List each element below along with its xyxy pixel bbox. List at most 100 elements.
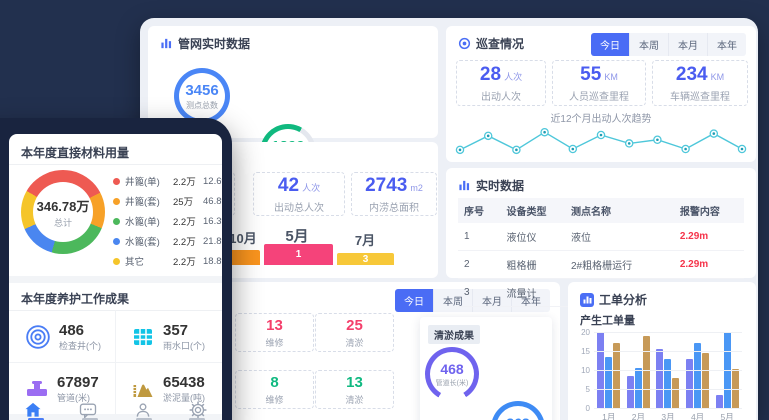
legend-name: 水篦(套) [125, 237, 160, 248]
material-total-value: 346.78万 [36, 198, 90, 214]
patrol-tabs: 今日 本周 本月 本年 [591, 33, 746, 56]
legend-dot [113, 177, 120, 185]
patrol-times-label: 出动人次 [481, 91, 521, 103]
stat-value: 486 [59, 322, 85, 339]
bar [694, 343, 702, 408]
rain-inlet-stat: 357 雨水口(个) [131, 322, 205, 352]
silt-pile-icon [133, 384, 153, 397]
dredge-done-value: 13 [346, 373, 363, 391]
repair-count-label: 维修 [265, 337, 284, 348]
tablet-nav-bar [9, 400, 222, 420]
legend-item: 水篦(套) 2.2万 21.8% [113, 234, 222, 248]
patrol-km-box: 55 KM 人员巡查里程 [552, 60, 646, 106]
chat-icon[interactable] [78, 400, 98, 420]
legend-dot [113, 217, 120, 225]
tab-month[interactable]: 本月 [668, 33, 707, 56]
repair-count-box: 13 维修 [235, 313, 314, 352]
tab-today[interactable]: 今日 [591, 33, 629, 56]
tab-week[interactable]: 本周 [433, 289, 472, 312]
patrol-km-value: 55 [580, 63, 602, 85]
x-tick-label: 5月 [720, 412, 734, 420]
dispatch-total-unit: 人次 [302, 182, 321, 193]
dredge-count-label: 清淤 [345, 337, 364, 348]
home-icon[interactable] [23, 400, 43, 420]
dredge-done-box: 13 清淤 [315, 370, 394, 409]
legend-item: 其它 2.2万 18.8% [113, 254, 222, 268]
patrol-card: 巡查情况 今日 本周 本月 本年 28 人次 出动人次 55 KM 人员巡查里程 2… [446, 26, 756, 162]
y-tick-label: 0 [585, 404, 590, 413]
tablet-panel: 本年度直接材料用量 346.78万 总计 井篦(单) 2.2万 12.6% 井篦(套… [0, 118, 232, 420]
silt-stat: 65438 淤泥量(吨) [131, 374, 205, 404]
divider [9, 164, 222, 165]
bar-chart-icon [161, 38, 172, 49]
month-label: 5月 [285, 228, 309, 245]
cell-alarm: 2.29m [673, 250, 744, 279]
repair-done-value: 8 [270, 373, 279, 391]
patrol-times-unit: 人次 [504, 71, 523, 82]
table-row: 1 液位仪 液位 2.29m [458, 223, 744, 251]
bar [656, 349, 664, 408]
legend-pct: 18.8% [203, 255, 222, 267]
y-tick-label: 15 [581, 347, 590, 356]
bar [613, 343, 621, 408]
pipe-length-gauge: 468 管道长(米) [425, 347, 479, 401]
cell-index: 3 [458, 278, 501, 307]
legend-name: 井篦(单) [125, 177, 160, 188]
bar [731, 369, 739, 408]
legend-value: 2.2万 [173, 237, 196, 248]
bar [634, 368, 642, 408]
patrol-card-title: 巡查情况 [458, 35, 524, 52]
material-total-label: 总计 [53, 217, 72, 228]
bar-group [686, 332, 710, 408]
legend-item: 井篦(单) 2.2万 12.6% [113, 174, 222, 188]
stat-value: 67897 [57, 374, 99, 391]
tab-today[interactable]: 今日 [395, 289, 433, 312]
repair-count-value: 13 [266, 316, 283, 334]
flood-area-value: 2743 [365, 174, 408, 196]
col-index: 序号 [458, 198, 501, 223]
bar [664, 358, 672, 408]
stat-label: 淤泥量(吨) [163, 393, 205, 403]
stat-value: 65438 [163, 374, 205, 391]
dredge-done-label: 清淤 [345, 394, 364, 405]
grid-icon [134, 329, 152, 345]
bar [605, 356, 613, 408]
profile-icon[interactable] [133, 400, 153, 420]
pipe-length-value: 468 [440, 360, 464, 377]
donut-total-value: 3456 [185, 81, 219, 99]
dredge-result-badge: 清淤成果 [428, 325, 480, 344]
table-row: 2 粗格栅 2#粗格栅运行 2.29m [458, 250, 744, 279]
cell-device: 流量计 [500, 278, 565, 307]
tab-year[interactable]: 本年 [707, 33, 746, 56]
month-rank-bar: 1 [264, 244, 333, 265]
legend-pct: 46.8% [203, 195, 222, 207]
bar [702, 352, 710, 408]
stat-label: 管道(米) [57, 393, 90, 403]
tablet-screen: 本年度直接材料用量 346.78万 总计 井篦(单) 2.2万 12.6% 井篦(套… [9, 134, 222, 420]
orders-created-title: 产生工单量 [580, 315, 635, 327]
dredge-result-card: 清淤成果 468 管道长(米) 368检查井数(个) [420, 317, 552, 420]
gridline [594, 389, 742, 390]
x-tick-label: 3月 [661, 412, 675, 420]
patrol-card-title-text: 巡查情况 [476, 37, 525, 51]
cell-device: 液位仪 [500, 223, 565, 251]
legend-name: 水篦(单) [125, 217, 160, 228]
results-title: 本年度养护工作成果 [21, 292, 130, 306]
settings-gear-icon[interactable] [188, 400, 208, 420]
cell-point: 2#粗格栅运行 [564, 250, 674, 279]
material-donut: 346.78万 总计 [21, 170, 105, 254]
gridline [594, 370, 742, 371]
flood-area-label: 内涝总面积 [369, 202, 419, 214]
nav-label-cut [82, 418, 98, 420]
gridline [594, 408, 742, 409]
repair-done-box: 8 维修 [235, 370, 314, 409]
vehicle-km-box: 234 KM 车辆巡查里程 [652, 60, 748, 106]
dispatch-total-box: 42 人次 出动总人次 [253, 172, 345, 216]
tab-week[interactable]: 本周 [629, 33, 668, 56]
section-divider [9, 414, 222, 420]
legend-item: 水篦(单) 2.2万 16.3% [113, 214, 222, 228]
flood-area-unit: m2 [410, 182, 423, 193]
realtime-table-card: 实时数据 序号 设备类型 测点名称 报警内容 1 液位仪 液位 2.29m 2 … [446, 168, 756, 307]
